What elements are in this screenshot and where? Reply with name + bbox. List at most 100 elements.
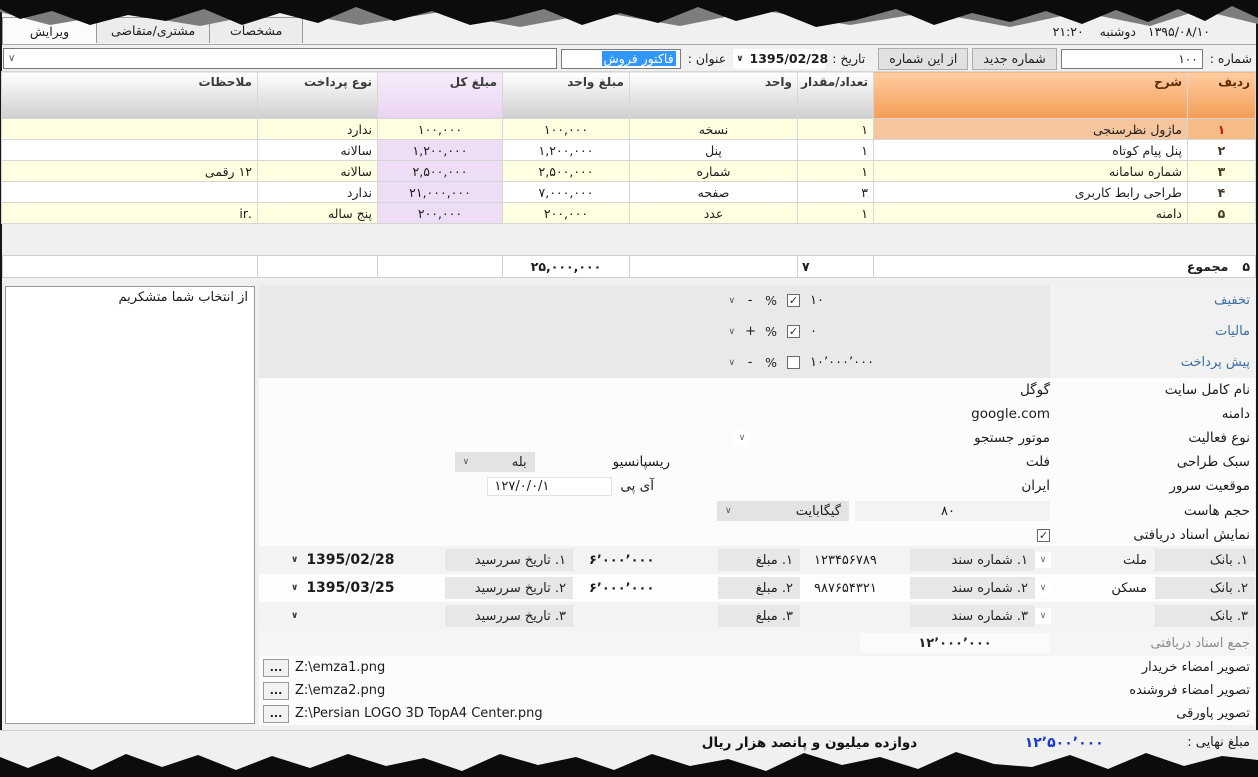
date-dropdown[interactable]: ∨ 1395/02/28 xyxy=(733,48,828,69)
table-cell: عدد xyxy=(629,202,798,224)
host-size-input[interactable]: ۸۰ xyxy=(855,501,1050,521)
new-number-button[interactable]: شماره جدید xyxy=(972,47,1057,70)
table-cell: ۱ xyxy=(797,118,874,140)
site-name-label: نام کامل سایت xyxy=(1164,382,1250,398)
table-row[interactable]: ۱ ماژول نظرسنجی ۱ نسخه ۱۰۰,۰۰۰ ۱۰۰,۰۰۰ ندارد xyxy=(1,118,1256,140)
title-input[interactable]: فاکتور فروش xyxy=(560,48,681,69)
document-number-label: ۳. شماره سند xyxy=(910,605,1035,627)
tab-customer-applicant[interactable]: مشتری/متقاضی xyxy=(96,17,210,43)
table-cell xyxy=(1,139,258,161)
notes-textarea[interactable]: از انتخاب شما متشکریم xyxy=(5,286,255,724)
show-docs-row: نمایش اسناد دریافتی ✓ xyxy=(259,524,1255,546)
column-header-unit[interactable]: واحد xyxy=(629,71,798,119)
received-docs-total-row: جمع اسناد دریافتی ۱۲٬۰۰۰٬۰۰۰ xyxy=(259,630,1255,656)
summary-row: ۵ مجموع ۷ ۲۵,۰۰۰,۰۰۰ xyxy=(2,255,1256,278)
amount-input[interactable]: ۶٬۰۰۰٬۰۰۰ xyxy=(589,580,655,596)
column-header-unit-price[interactable]: مبلغ واحد xyxy=(502,71,630,119)
image-path-row: تصویر پاورقی... Z:\Persian LOGO 3D TopA4 … xyxy=(259,702,1255,725)
document-number-input[interactable]: ۹۸۷۶۵۴۳۲۱ xyxy=(814,580,877,596)
final-amount-value: ۱۲٬۵۰۰٬۰۰۰ xyxy=(1024,735,1104,751)
bank-value: ملت xyxy=(1122,552,1147,568)
table-row[interactable]: ۲ پنل پیام کوتاه ۱ پنل ۱,۲۰۰,۰۰۰ ۱,۲۰۰,۰۰۰ سال… xyxy=(1,139,1256,161)
table-cell: طراحی رابط کاربری xyxy=(873,181,1188,203)
adjustment-checkbox[interactable]: ✓ xyxy=(787,325,800,338)
server-location-input[interactable]: ایران xyxy=(1021,478,1050,494)
column-header-row-number[interactable]: ردیف xyxy=(1187,71,1256,119)
from-this-number-button[interactable]: از این شماره xyxy=(878,47,969,70)
table-cell: ندارد xyxy=(257,118,378,140)
table-cell: ۵ xyxy=(1187,202,1256,224)
adjustments: تخفیف ∨ -% ✓ ۱۰ مالیات ∨ +% ✓ ۰ پیش پرداخت ∨ -% ۱۰٬۰۰… xyxy=(259,285,1255,378)
due-date-value: 1395/02/28 xyxy=(306,552,395,568)
chevron-down-icon[interactable]: ∨ xyxy=(734,430,750,446)
column-header-description[interactable]: شرح xyxy=(873,71,1188,119)
chevron-down-icon[interactable]: ∨ xyxy=(728,326,736,337)
browse-button[interactable]: ... xyxy=(263,658,289,677)
items-table-body: ۱ ماژول نظرسنجی ۱ نسخه ۱۰۰,۰۰۰ ۱۰۰,۰۰۰ ندارد ۲ پ… xyxy=(1,118,1256,224)
ip-input[interactable]: ۱۲۷/۰/۰/۱ xyxy=(487,476,613,496)
column-header-total-price[interactable]: مبلغ کل xyxy=(377,71,503,119)
adjustment-checkbox[interactable]: ✓ xyxy=(787,294,800,307)
site-info: نام کامل سایت گوگل دامنه google.com نوع … xyxy=(259,378,1255,546)
image-paths: تصویر امضاء خریدار... Z:\emza1.png تصویر ا… xyxy=(259,656,1255,725)
amount-input[interactable]: ۶٬۰۰۰٬۰۰۰ xyxy=(589,552,655,568)
bank-value: مسکن xyxy=(1111,580,1147,596)
bank-dropdown[interactable]: ملت ∨ xyxy=(1035,549,1155,571)
adjustment-label: مالیات xyxy=(1214,324,1250,339)
sign-label: - xyxy=(747,293,753,308)
column-header-quantity[interactable]: تعداد/مقدار xyxy=(797,71,874,119)
table-cell: صفحه xyxy=(629,181,798,203)
activity-input[interactable]: موتور جستجو xyxy=(974,430,1050,446)
image-path-row: تصویر امضاء خریدار... Z:\emza1.png xyxy=(259,656,1255,679)
browse-button[interactable]: ... xyxy=(263,704,289,723)
adjustment-value-input[interactable]: ۱۰ xyxy=(810,293,824,308)
due-date-dropdown[interactable]: ∨ 1395/03/25 xyxy=(287,577,445,599)
responsive-dropdown[interactable]: بله ∨ xyxy=(454,452,535,472)
table-cell: ۱ xyxy=(797,202,874,224)
due-date-dropdown[interactable]: ∨ xyxy=(287,605,445,627)
table-cell: پنل پیام کوتاه xyxy=(873,139,1188,161)
domain-input[interactable]: google.com xyxy=(971,406,1050,422)
table-cell: ۱۰۰,۰۰۰ xyxy=(502,118,630,140)
adjustment-value-input[interactable]: ۰ xyxy=(810,324,817,339)
description-combobox[interactable]: ∨ xyxy=(3,48,557,69)
tab-strip: ۱۳۹۵/۰۸/۱۰ دوشنبه ۲۱:۲۰ مشخصات مشتری/متق… xyxy=(2,17,1256,45)
table-row[interactable]: ۴ طراحی رابط کاربری ۳ صفحه ۷,۰۰۰,۰۰۰ ۲۱,۰۰۰,۰… xyxy=(1,181,1256,203)
column-header-payment-type[interactable]: نوع پرداخت xyxy=(257,71,378,119)
adjustment-checkbox[interactable] xyxy=(787,356,800,369)
table-cell: ۱ xyxy=(797,139,874,161)
table-cell: ۳ xyxy=(797,181,874,203)
bank-dropdown[interactable]: ∨ xyxy=(1035,605,1155,627)
table-row[interactable]: ۵ دامنه ۱ عدد ۲۰۰,۰۰۰ ۲۰۰,۰۰۰ پنج ساله .ir xyxy=(1,202,1256,224)
show-docs-checkbox[interactable]: ✓ xyxy=(1037,528,1050,542)
tab-specifications[interactable]: مشخصات xyxy=(209,17,304,43)
design-style-input[interactable]: فلت xyxy=(1025,454,1050,470)
site-name-input[interactable]: گوگل xyxy=(1019,382,1050,398)
chevron-down-icon: ∨ xyxy=(736,53,744,64)
adjustment-controls: ∨ -% ✓ ۱۰ xyxy=(259,285,1050,316)
host-unit-dropdown[interactable]: گیگابایت ∨ xyxy=(717,501,849,521)
bank-dropdown[interactable]: مسکن ∨ xyxy=(1035,577,1155,599)
details-panel: تخفیف ∨ -% ✓ ۱۰ مالیات ∨ +% ✓ ۰ پیش پرداخت ∨ -% ۱۰٬۰۰… xyxy=(259,285,1255,725)
column-header-remarks[interactable]: ملاحظات xyxy=(1,71,258,119)
chevron-down-icon[interactable]: ∨ xyxy=(728,295,736,306)
table-cell: ۱,۲۰۰,۰۰۰ xyxy=(502,139,630,161)
bottom-area: تخفیف ∨ -% ✓ ۱۰ مالیات ∨ +% ✓ ۰ پیش پرداخت ∨ -% ۱۰٬۰۰… xyxy=(3,285,1255,730)
summary-qty-total: ۷ xyxy=(802,259,810,274)
summary-amount-cell: ۲۵,۰۰۰,۰۰۰ xyxy=(502,255,629,278)
due-date-label: ۱. تاریخ سررسید xyxy=(445,549,573,571)
site-name-row: نام کامل سایت گوگل xyxy=(259,378,1255,402)
table-cell: ۴ xyxy=(1187,181,1256,203)
table-row[interactable]: ۳ شماره سامانه ۱ شماره ۲,۵۰۰,۰۰۰ ۲,۵۰۰,۰۰۰ سال… xyxy=(1,160,1256,182)
table-cell: ۲۰۰,۰۰۰ xyxy=(377,202,503,224)
chevron-down-icon[interactable]: ∨ xyxy=(728,357,736,368)
adjustment-value-input[interactable]: ۱۰٬۰۰۰٬۰۰۰ xyxy=(810,355,875,370)
number-input[interactable]: ۱۰۰ xyxy=(1060,48,1203,69)
browse-button[interactable]: ... xyxy=(263,681,289,700)
tab-edit[interactable]: ویرایش xyxy=(2,17,96,44)
due-date-dropdown[interactable]: ∨ 1395/02/28 xyxy=(287,549,445,571)
document-number-input[interactable]: ۱۲۳۴۵۶۷۸۹ xyxy=(814,552,877,568)
bank-label: ۲. بانک xyxy=(1155,577,1255,599)
image-path-group: ... Z:\emza2.png xyxy=(259,681,385,700)
